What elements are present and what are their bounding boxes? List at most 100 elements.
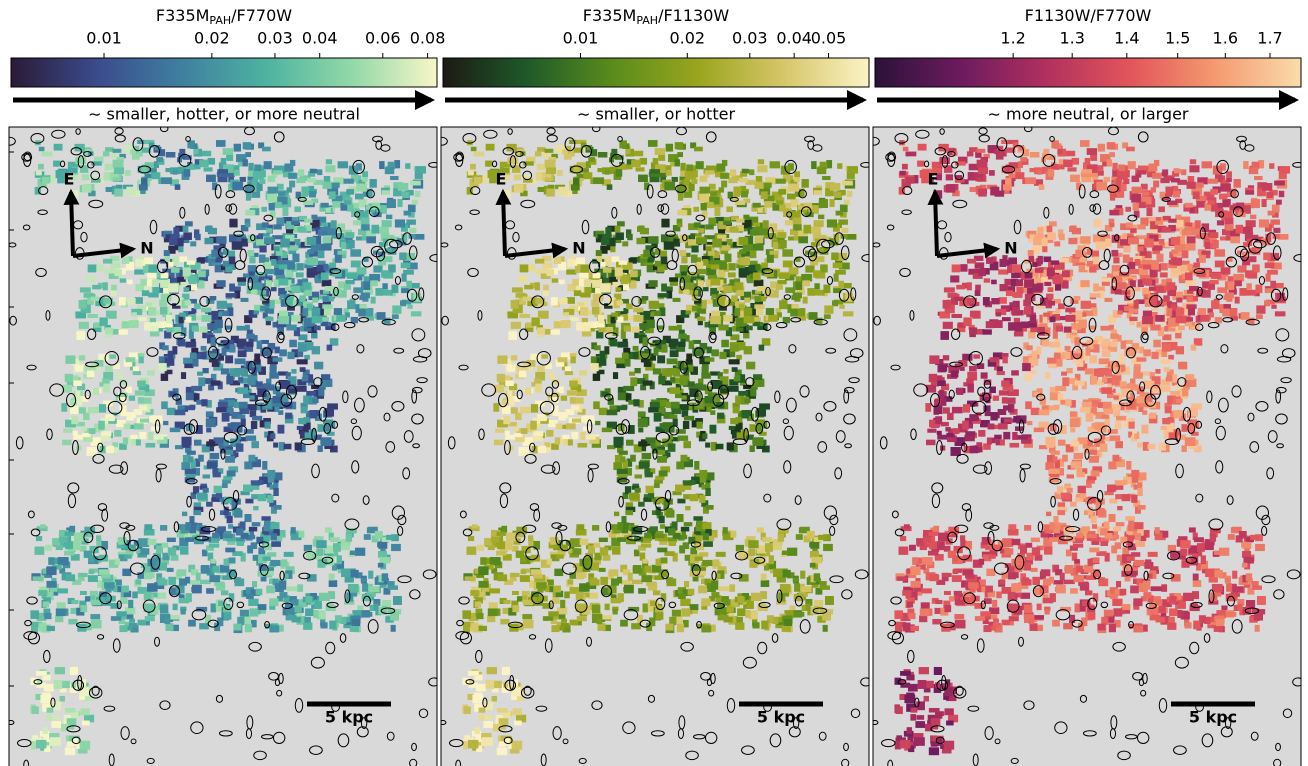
contour <box>88 199 104 209</box>
map-pixel <box>233 623 242 631</box>
map-pixel <box>217 617 224 627</box>
map-pixel <box>648 407 659 413</box>
map-pixel <box>624 351 635 360</box>
map-pixel <box>585 161 591 168</box>
map-pixel <box>723 238 733 245</box>
map-pixel <box>507 389 513 398</box>
map-pixel <box>575 264 581 274</box>
map-pixel <box>654 148 666 155</box>
map-pixel <box>283 443 292 450</box>
map-pixel <box>704 321 712 328</box>
map-pixel <box>89 590 99 596</box>
map-pixel <box>677 152 684 158</box>
contour <box>475 649 483 664</box>
map-pixel <box>502 607 509 614</box>
map-pixel <box>285 234 295 242</box>
map-pixel <box>122 540 131 546</box>
map-pixel <box>744 398 751 404</box>
map-pixel <box>644 472 653 478</box>
map-pixel <box>676 534 688 540</box>
map-pixel <box>720 245 731 251</box>
contour <box>380 607 396 615</box>
map-pixel <box>110 301 116 306</box>
map-pixel <box>777 528 789 534</box>
map-pixel <box>283 573 289 579</box>
map-pixel <box>215 251 223 261</box>
contour <box>188 419 199 434</box>
map-pixel <box>150 325 159 334</box>
map-pixel <box>184 477 196 483</box>
map-pixel <box>96 540 103 547</box>
map-pixel <box>618 260 628 265</box>
map-pixel <box>501 525 508 535</box>
contour <box>166 293 180 306</box>
map-pixel <box>663 241 675 250</box>
map-pixel <box>620 456 626 462</box>
map-pixel <box>118 619 125 625</box>
map-pixel <box>257 604 267 611</box>
map-pixel <box>290 532 302 541</box>
map-pixel <box>486 667 498 675</box>
contour <box>33 679 43 685</box>
tick-label: 1.2 <box>1000 29 1025 48</box>
map-pixel <box>753 279 764 287</box>
map-pixel <box>79 165 89 173</box>
contour <box>767 227 774 240</box>
map-pixel <box>672 615 683 623</box>
map-pixel <box>217 530 223 540</box>
map-pixel <box>754 181 765 189</box>
contour <box>351 425 362 441</box>
map-pixel <box>597 269 607 279</box>
map-pixel <box>250 619 257 628</box>
map-pixel <box>551 392 560 398</box>
map-pixel <box>666 578 677 587</box>
map-pixel <box>148 300 156 309</box>
map-pixel <box>44 625 55 632</box>
map-pixel <box>505 434 516 440</box>
map-pixel <box>672 368 681 377</box>
map-pixel <box>593 542 601 548</box>
map-pixel <box>245 184 254 194</box>
map-pixel <box>124 614 134 620</box>
contour <box>402 467 411 480</box>
map-pixel <box>656 325 664 330</box>
map-pixel <box>104 324 111 330</box>
map-pixel <box>320 202 329 208</box>
map-pixel <box>172 388 179 393</box>
map-pixel <box>248 454 256 462</box>
map-pixel <box>180 609 186 615</box>
map-pixel <box>510 572 520 577</box>
map-pixel <box>213 437 225 444</box>
map-pixel <box>388 264 396 273</box>
map-pixel <box>137 139 145 144</box>
map-pixel <box>322 181 333 189</box>
map-pixel <box>557 386 564 394</box>
map-pixel <box>476 625 487 632</box>
map-pixel <box>176 569 187 577</box>
map-pixel <box>710 441 717 451</box>
map-pixel <box>72 430 78 435</box>
map-pixel <box>132 366 139 372</box>
map-pixel <box>273 165 285 173</box>
map-pixel <box>658 470 668 477</box>
contour <box>66 725 81 733</box>
map-pixel <box>129 618 135 623</box>
map-pixel <box>693 206 699 212</box>
map-pixel <box>751 592 762 602</box>
map-pixel <box>652 157 658 164</box>
map-pixel <box>731 430 742 439</box>
contour <box>551 522 562 529</box>
map-pixel <box>356 236 364 241</box>
contour <box>456 619 464 627</box>
contour <box>354 397 365 413</box>
contour <box>159 127 169 133</box>
map-pixel <box>240 615 251 623</box>
map-pixel <box>710 310 720 319</box>
map-pixel <box>352 610 362 619</box>
map-pixel <box>772 202 780 211</box>
map-pixel <box>44 544 52 551</box>
map-pixel <box>326 378 333 387</box>
contour <box>107 400 123 415</box>
map-pixel <box>760 191 768 200</box>
map-pixel <box>533 574 543 579</box>
